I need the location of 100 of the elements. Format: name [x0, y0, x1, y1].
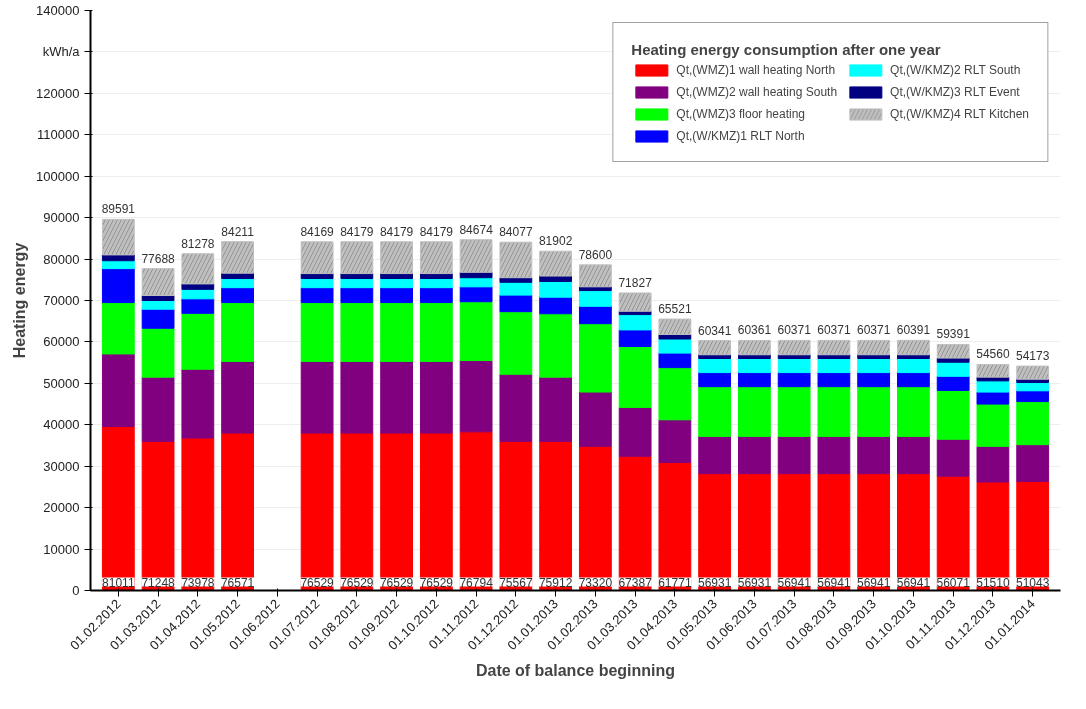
- total-label: 77688: [141, 251, 176, 266]
- bar: [539, 440, 573, 591]
- bar: [936, 438, 970, 477]
- bar: [618, 455, 652, 591]
- legend-label: Qt,(WMZ)1 wall heating North: [676, 63, 836, 77]
- bar: [141, 327, 175, 378]
- legend-label: Qt,(W/KMZ)4 RLT Kitchen: [890, 107, 1029, 121]
- total-label: 84211: [221, 224, 255, 239]
- total-label: 84179: [419, 224, 454, 239]
- bar: [1016, 401, 1050, 446]
- y-axis-title: Heating energy: [11, 242, 29, 359]
- bar: [101, 260, 135, 270]
- bar: [539, 296, 573, 315]
- bar: [737, 358, 771, 374]
- bar: [221, 287, 254, 304]
- bar: [300, 278, 334, 289]
- bar: [897, 372, 930, 388]
- bar: [578, 445, 612, 591]
- bar: [380, 360, 414, 434]
- bar: [976, 380, 1010, 393]
- bar: [539, 280, 573, 298]
- bar: [857, 386, 891, 437]
- total-label: 54560: [976, 347, 1010, 362]
- annotation: 56941: [856, 575, 891, 590]
- bar: [101, 425, 135, 591]
- y-tick-label: 30000: [43, 458, 80, 474]
- bar: [141, 300, 175, 310]
- bar: [897, 435, 930, 475]
- bar: [737, 435, 771, 475]
- bar: [181, 368, 215, 439]
- y-tick-label: 40000: [43, 417, 80, 433]
- bar: [698, 358, 732, 374]
- annotation: 56941: [777, 575, 812, 590]
- annotation: 76571: [220, 575, 255, 590]
- bar: [777, 435, 811, 475]
- legend-label: Qt,(WMZ)2 wall heating South: [676, 85, 838, 99]
- total-label: 81278: [181, 236, 215, 251]
- bar: [419, 287, 453, 304]
- total-label: 60391: [896, 323, 931, 338]
- annotation: 51510: [976, 575, 1010, 590]
- y-tick-label: 60000: [43, 334, 80, 350]
- total-label: 60371: [856, 323, 891, 338]
- bar: [618, 329, 652, 347]
- bar: [578, 323, 612, 393]
- bar: [698, 386, 732, 437]
- bar: [419, 278, 453, 289]
- bar: [459, 301, 493, 362]
- bar: [658, 367, 692, 421]
- bar: [181, 312, 215, 370]
- total-label: 84169: [300, 224, 335, 239]
- annotation: 75912: [538, 575, 573, 590]
- bar: [101, 302, 135, 355]
- annotation: 56931: [697, 575, 732, 590]
- total-label: 60371: [777, 323, 812, 338]
- bar: [380, 432, 414, 591]
- total-label: 65521: [658, 302, 692, 317]
- bar: [897, 473, 930, 591]
- annotation: 81011: [102, 575, 135, 590]
- bar: [936, 375, 970, 391]
- bar: [499, 281, 533, 296]
- total-label: 84179: [340, 224, 374, 239]
- bar: [300, 432, 334, 591]
- bar: [817, 372, 851, 388]
- bar: [777, 473, 811, 591]
- annotation: 76529: [419, 575, 454, 590]
- bar: [300, 360, 334, 434]
- annotation: 76529: [300, 575, 335, 590]
- bar: [817, 473, 851, 591]
- bar: [817, 386, 851, 437]
- bar: [777, 372, 811, 388]
- bar: [698, 435, 732, 475]
- y-tick-label: 90000: [43, 210, 80, 226]
- bar: [181, 298, 215, 314]
- annotation: 56941: [896, 575, 931, 590]
- total-label: 60361: [737, 323, 772, 338]
- bar: [777, 358, 811, 374]
- legend-title: Heating energy consumption after one year: [631, 41, 942, 58]
- bar: [857, 358, 891, 374]
- annotation: 56931: [737, 575, 772, 590]
- bar: [101, 268, 135, 304]
- bar: [539, 313, 573, 378]
- bar: [419, 432, 453, 591]
- y-tick-label: 110000: [37, 127, 80, 143]
- legend-label: Qt,(W/KMZ)1 RLT North: [676, 129, 805, 143]
- annotation: 75567: [499, 575, 533, 590]
- total-label: 59391: [936, 327, 971, 342]
- bar: [578, 391, 612, 447]
- legend-label: Qt,(WMZ)3 floor heating: [676, 107, 806, 121]
- bar: [817, 358, 851, 374]
- bar: [857, 435, 891, 475]
- bar: [976, 403, 1010, 447]
- bar: [221, 302, 254, 362]
- total-label: 71827: [618, 275, 653, 290]
- x-axis-title: Date of balance beginning: [475, 661, 676, 679]
- y-tick-label: 100000: [36, 168, 80, 184]
- bar: [658, 419, 692, 463]
- annotation: 51043: [1015, 575, 1050, 590]
- bar: [936, 361, 970, 377]
- total-label: 84179: [379, 224, 414, 239]
- bar: [459, 277, 493, 288]
